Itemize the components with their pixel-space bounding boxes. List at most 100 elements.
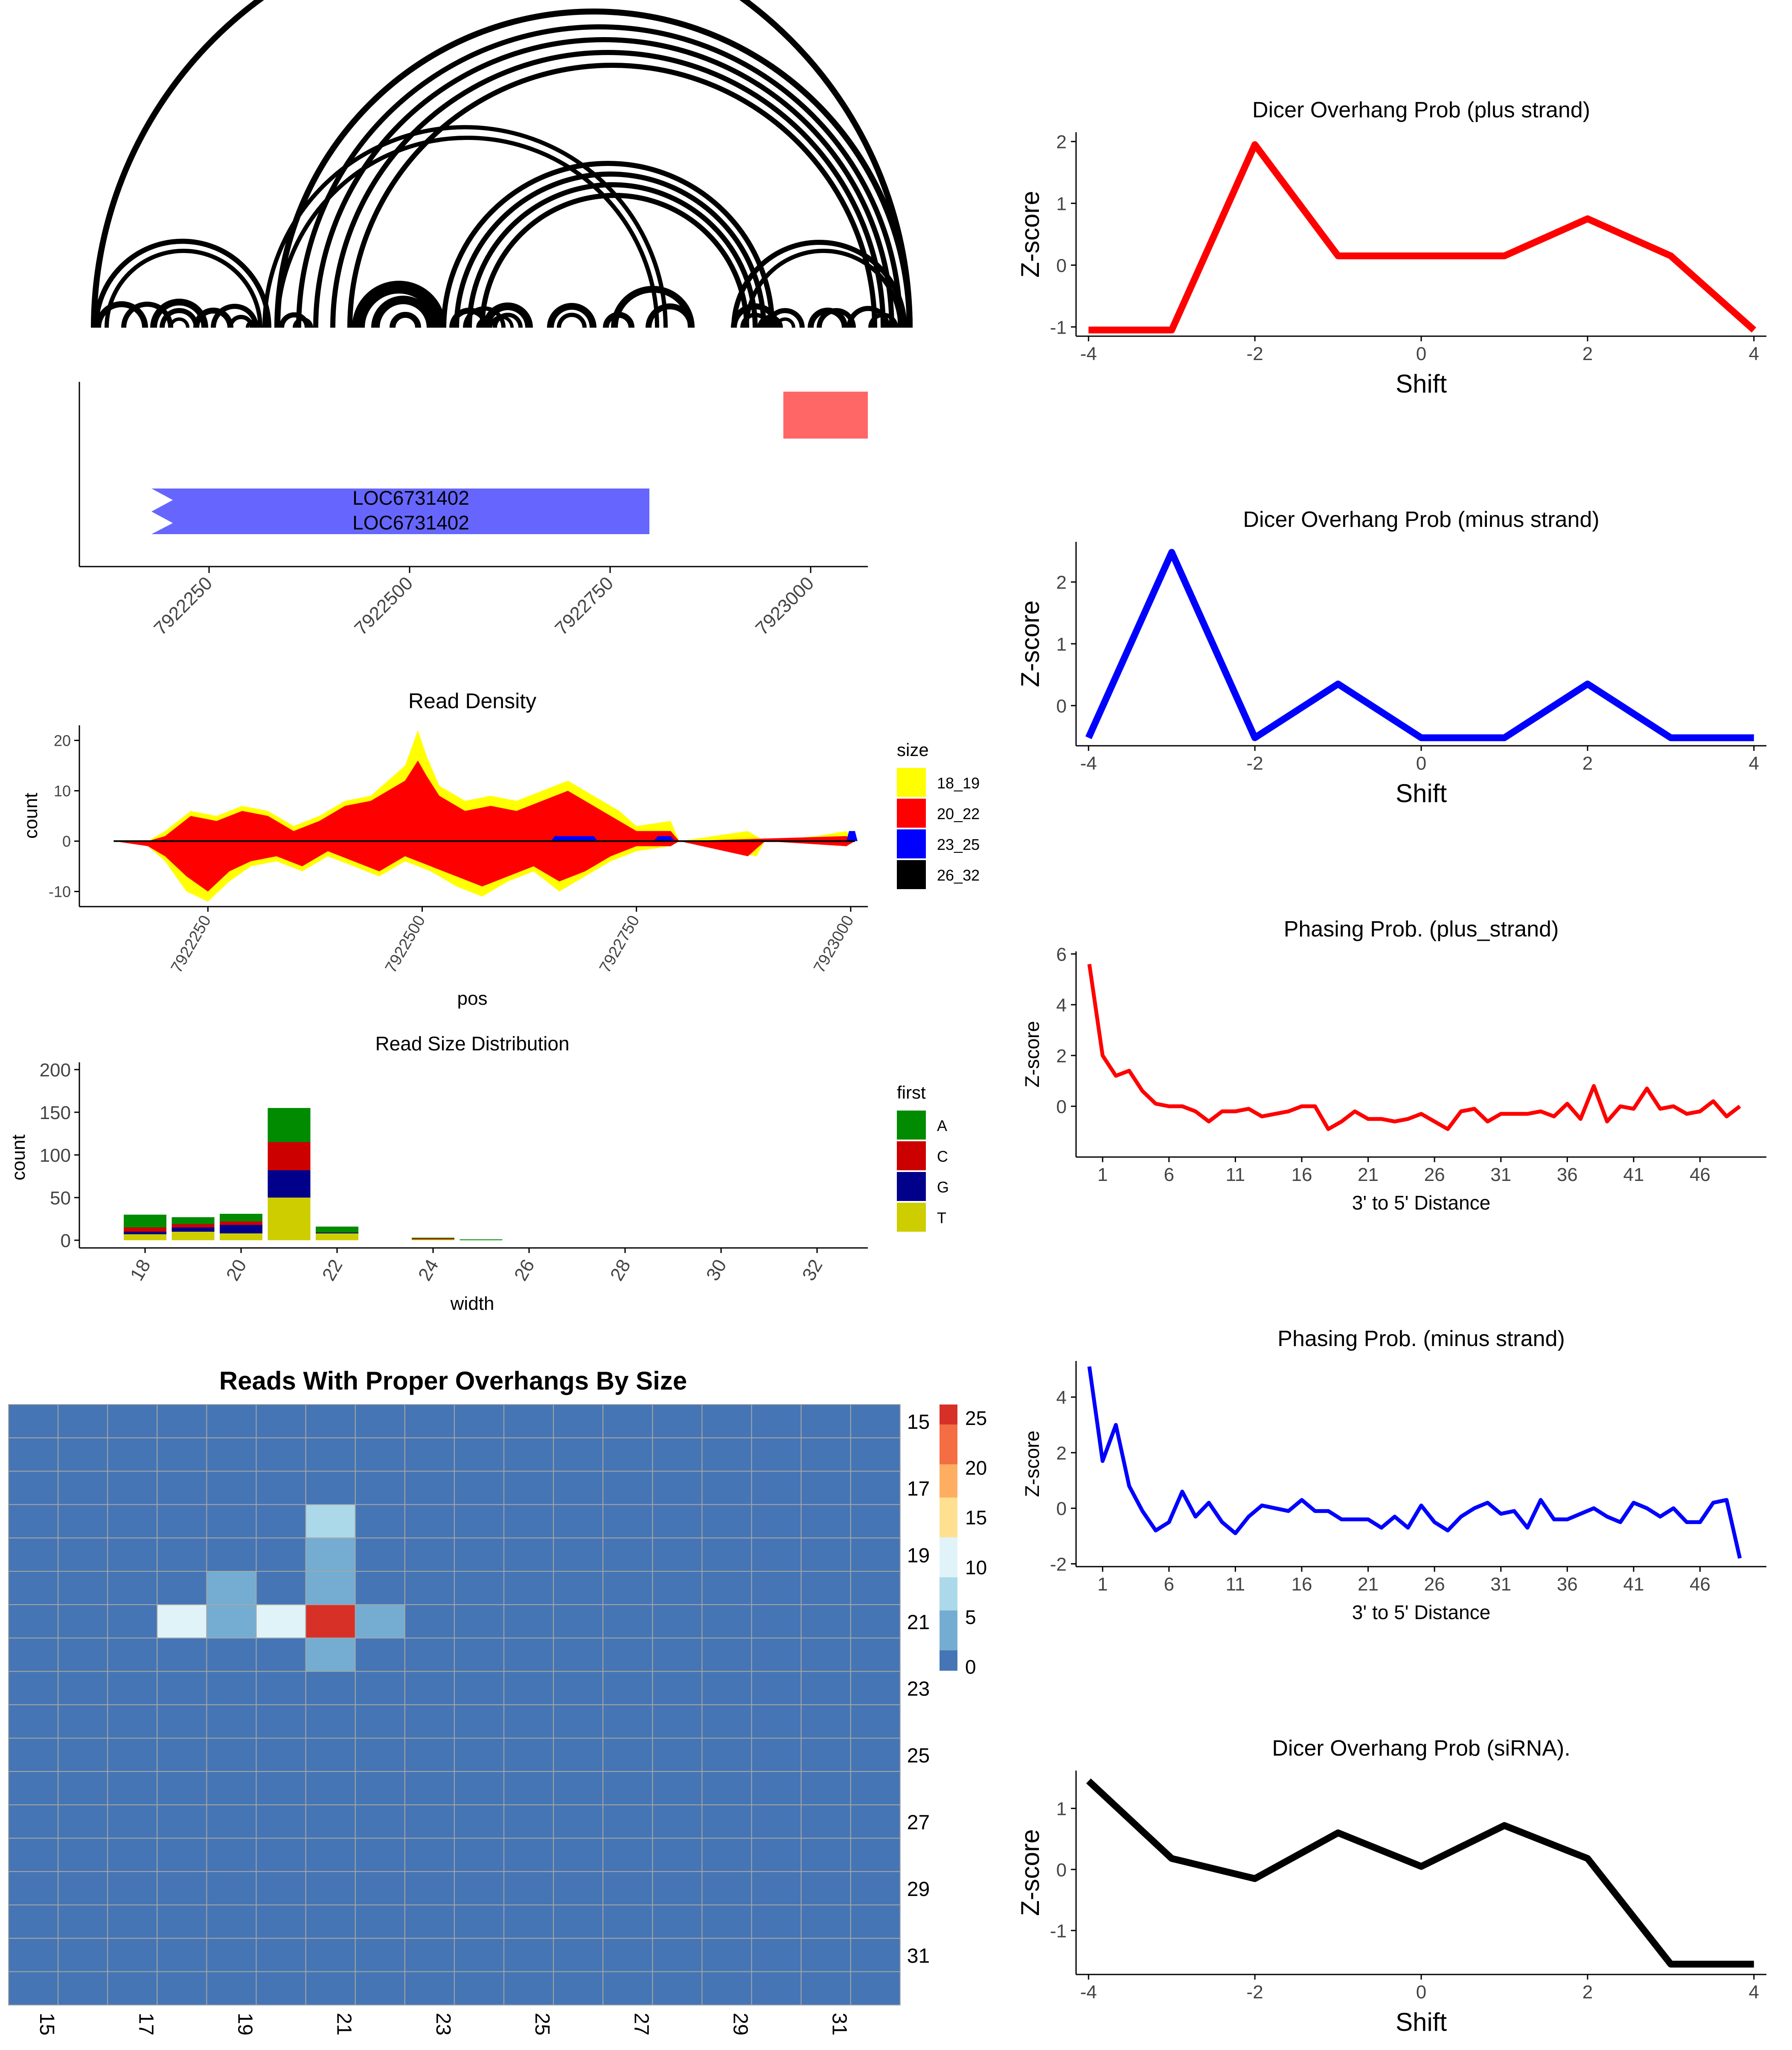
heatmap-cell <box>107 1671 158 1705</box>
x-tick-label: 6 <box>1164 1574 1174 1595</box>
x-tick-label: 31 <box>1490 1164 1511 1185</box>
heatmap-cell <box>58 1404 108 1439</box>
heatmap-cell <box>8 1471 59 1505</box>
density-area-23_25 <box>550 831 858 841</box>
x-tick-label: 41 <box>1623 1164 1644 1185</box>
heatmap-col-label: 15 <box>35 2013 58 2035</box>
bar-segment-C <box>220 1221 262 1225</box>
heatmap-cell <box>355 1604 405 1639</box>
heatmap-cell <box>602 1604 653 1639</box>
x-tick-label: 1 <box>1097 1574 1108 1595</box>
y-tick-label: 100 <box>40 1145 71 1166</box>
heatmap-cell <box>256 1537 306 1572</box>
heatmap-cell <box>503 1571 554 1605</box>
heatmap-cell <box>800 1971 851 2006</box>
legend-gradient-step <box>940 1504 957 1512</box>
x-tick-label: 26 <box>1424 1164 1445 1185</box>
heatmap-cell <box>602 1637 653 1672</box>
heatmap-cell <box>206 1938 257 1972</box>
heatmap-cell <box>8 1604 59 1639</box>
x-tick-label: 21 <box>1358 1574 1379 1595</box>
heatmap-cell <box>206 1637 257 1672</box>
legend-gradient-step <box>940 1544 957 1551</box>
heatmap-cell <box>503 1804 554 1839</box>
bar-segment-A <box>460 1239 503 1240</box>
heatmap-cell <box>850 1971 901 2006</box>
x-tick-label: -4 <box>1080 343 1097 364</box>
series-line <box>1088 141 1757 334</box>
heatmap-cell <box>751 1804 802 1839</box>
heatmap-cell <box>652 1604 703 1639</box>
bar-segment-G <box>268 1170 311 1198</box>
legend-gradient-step <box>940 1643 957 1651</box>
heatmap-cell <box>107 1905 158 1939</box>
heatmap-cell <box>503 1938 554 1972</box>
heatmap-cell <box>8 1971 59 2006</box>
read-pair-arc <box>93 238 271 328</box>
heatmap-cell <box>850 1571 901 1605</box>
heatmap-row-label: 25 <box>907 1745 930 1767</box>
bar-segment-C <box>268 1142 311 1170</box>
chart-title: Phasing Prob. (minus strand) <box>1277 1326 1565 1351</box>
heatmap-cell <box>454 1771 505 1806</box>
heatmap-cell <box>8 1905 59 1939</box>
heatmap-cell <box>157 1738 207 1772</box>
y-tick-label: 0 <box>62 833 71 850</box>
heatmap-cell <box>503 1437 554 1472</box>
heatmap-cell <box>652 1738 703 1772</box>
read-pair-arc <box>211 304 259 328</box>
heatmap-cell <box>58 1971 108 2006</box>
y-tick-label: 20 <box>54 732 71 749</box>
heatmap-cell <box>256 1838 306 1872</box>
heatmap-cell <box>107 1504 158 1538</box>
heatmap-cell <box>800 1838 851 1872</box>
heatmap-cell <box>652 1671 703 1705</box>
heatmap-cell <box>602 1838 653 1872</box>
y-axis-title: count <box>8 1134 29 1181</box>
heatmap-cell <box>800 1437 851 1472</box>
x-tick-label: 46 <box>1690 1574 1711 1595</box>
series-line <box>1085 549 1754 741</box>
heatmap-cell <box>850 1804 901 1839</box>
y-axis-title: Z-score <box>1016 600 1044 687</box>
heatmap-row-label: 21 <box>907 1611 930 1634</box>
heatmap-cell <box>751 1637 802 1672</box>
x-tick-label: 21 <box>1358 1164 1379 1185</box>
heatmap-cell <box>58 1637 108 1672</box>
heatmap-cell <box>404 1871 455 1905</box>
heatmap-cell <box>701 1471 752 1505</box>
legend-label: C <box>937 1148 948 1165</box>
x-tick-label: 2 <box>1583 343 1593 364</box>
y-tick-label: 10 <box>54 782 71 800</box>
heatmap-cell <box>850 1938 901 1972</box>
y-tick-label: 2 <box>1056 572 1067 593</box>
heatmap-cell <box>652 1905 703 1939</box>
heatmap-cell <box>701 1537 752 1572</box>
legend-gradient-step <box>940 1437 957 1445</box>
heatmap-cell <box>800 1537 851 1572</box>
heatmap-cell <box>355 1905 405 1939</box>
read-pair-arc <box>745 249 902 328</box>
heatmap-cell <box>553 1571 604 1605</box>
y-tick-label: 2 <box>1056 1046 1067 1067</box>
heatmap-cell <box>701 1804 752 1839</box>
y-tick-label: 0 <box>1056 255 1067 276</box>
heatmap-cell <box>305 1604 356 1639</box>
y-tick-label: -10 <box>49 883 71 901</box>
heatmap-cell <box>157 1604 207 1639</box>
heatmap-cell <box>553 1671 604 1705</box>
legend-swatch <box>897 1141 926 1170</box>
read-pair-arc <box>731 240 907 328</box>
x-tick-label: -4 <box>1080 1982 1097 2003</box>
heatmap-cell <box>58 1738 108 1772</box>
feature-block <box>783 392 868 439</box>
line-chart-dicer_minus: Dicer Overhang Prob (minus strand) 0 1 2 -4 -… <box>1016 507 1766 808</box>
heatmap-cell <box>157 1637 207 1672</box>
heatmap-cell <box>553 1871 604 1905</box>
legend-gradient-step <box>940 1530 957 1538</box>
heatmap-cell <box>206 1537 257 1572</box>
heatmap-cell <box>157 1537 207 1572</box>
legend-tick-label: 15 <box>965 1506 987 1529</box>
legend-swatch <box>897 1203 926 1232</box>
